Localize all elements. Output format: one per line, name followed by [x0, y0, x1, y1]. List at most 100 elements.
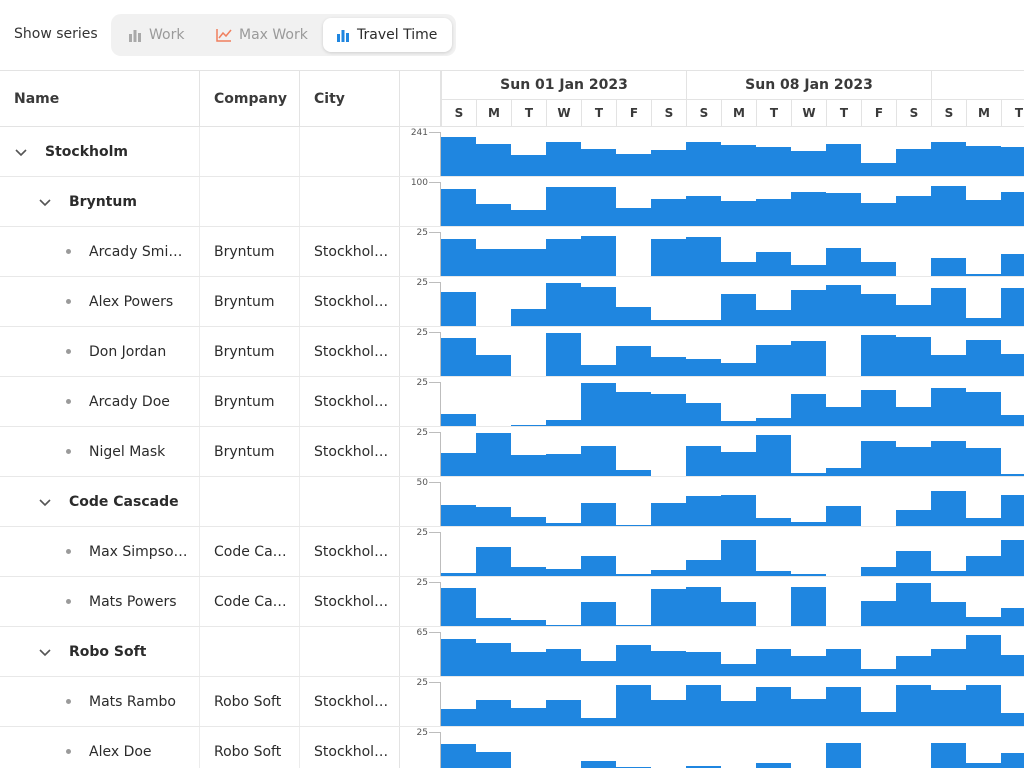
histogram-bar: [616, 346, 651, 376]
histogram-bar: [896, 305, 931, 326]
city-cell: [300, 177, 400, 226]
resource-row[interactable]: Alex Powers Bryntum Stockhol…: [0, 277, 400, 327]
histogram-bar: [966, 518, 1001, 526]
column-header-name[interactable]: Name: [0, 71, 200, 126]
line-chart-icon: [216, 28, 232, 42]
histogram-bar: [931, 355, 966, 376]
histogram-bar: [756, 435, 791, 476]
company-cell: [200, 627, 300, 676]
y-axis-max-label: 25: [417, 328, 428, 338]
city-cell: Stockhol…: [314, 743, 389, 760]
histogram-bar: [616, 392, 651, 426]
histogram-bar: [1001, 288, 1024, 326]
histogram-bar: [651, 150, 686, 176]
chevron-down-icon[interactable]: [38, 495, 52, 509]
city-cell: [300, 127, 400, 176]
histogram-bar: [511, 425, 546, 426]
histogram-bar: [686, 560, 721, 576]
company-cell: [200, 477, 300, 526]
bullet-icon: [66, 549, 71, 554]
histogram-bar: [896, 685, 931, 726]
group-row-code-cascade[interactable]: Code Cascade: [0, 477, 400, 527]
column-header-city[interactable]: City: [314, 90, 345, 107]
histogram-bar: [721, 421, 756, 426]
timeline-body: 241 100 25 25 25 25 25 50 25 25 65 25 25: [400, 127, 1024, 768]
histogram-bar: [441, 709, 476, 726]
histogram-bar: [546, 420, 581, 426]
histogram-bar: [511, 309, 546, 326]
name-cell: Nigel Mask: [0, 427, 200, 476]
resource-grid: Name Company City Stockholm Bryntum Arcady…: [0, 70, 400, 768]
column-header-company[interactable]: Company: [200, 71, 300, 126]
name-text: Arcady Smi…: [89, 243, 183, 260]
bullet-icon: [66, 299, 71, 304]
histogram-bar: [546, 700, 581, 726]
histogram-bar: [721, 664, 756, 676]
histogram-bar: [791, 394, 826, 426]
histogram-bar: [581, 383, 616, 426]
histogram-bar: [651, 320, 686, 326]
histogram-bar: [686, 652, 721, 676]
company-cell: Bryntum: [200, 377, 300, 426]
y-axis-max-label: 25: [417, 528, 428, 538]
resource-row[interactable]: Mats Rambo Robo Soft Stockhol…: [0, 677, 400, 727]
histogram-bar: [581, 556, 616, 576]
y-axis-max-label: 25: [417, 678, 428, 688]
histogram-bar: [651, 239, 686, 276]
resource-row[interactable]: Max Simpso… Code Ca… Stockhol…: [0, 527, 400, 577]
group-row-stockholm[interactable]: Stockholm: [0, 127, 400, 177]
group-row-bryntum[interactable]: Bryntum: [0, 177, 400, 227]
histogram-bar: [756, 649, 791, 676]
name-cell: Don Jordan: [0, 327, 200, 376]
histogram-bar: [721, 452, 756, 476]
travel-time-series-button[interactable]: Travel Time: [323, 18, 452, 52]
histogram-bar: [476, 355, 511, 376]
week-header: Sun 08 Jan 2023: [686, 71, 931, 99]
group-row-robo-soft[interactable]: Robo Soft: [0, 627, 400, 677]
histogram-bar: [896, 407, 931, 426]
histogram-bar: [476, 547, 511, 576]
city-cell: Stockhol…: [314, 593, 389, 610]
resource-row[interactable]: Mats Powers Code Ca… Stockhol…: [0, 577, 400, 627]
work-series-button[interactable]: Work: [117, 18, 199, 52]
resource-row[interactable]: Alex Doe Robo Soft Stockhol…: [0, 727, 400, 768]
histogram-bar: [511, 249, 546, 276]
histogram-bar: [791, 151, 826, 176]
chevron-down-icon[interactable]: [38, 195, 52, 209]
histogram-bar: [616, 574, 651, 576]
histogram-bar: [581, 287, 616, 326]
histogram-bar: [756, 571, 791, 576]
histogram-bar: [721, 602, 756, 626]
travel-time-series-label: Travel Time: [357, 27, 438, 43]
histogram-bar: [826, 407, 861, 426]
resource-row[interactable]: Don Jordan Bryntum Stockhol…: [0, 327, 400, 377]
histogram-bar: [756, 418, 791, 426]
histogram-bar: [686, 685, 721, 726]
day-header: F: [616, 99, 651, 126]
histogram-bar: [966, 340, 1001, 376]
resource-row[interactable]: Arcady Smi… Bryntum Stockhol…: [0, 227, 400, 277]
max-work-series-button[interactable]: Max Work: [207, 18, 315, 52]
work-series-label: Work: [149, 27, 185, 43]
histogram-bar: [791, 522, 826, 526]
resource-row[interactable]: Arcady Doe Bryntum Stockhol…: [0, 377, 400, 427]
histogram-bar: [546, 523, 581, 526]
histogram-bar: [931, 288, 966, 326]
resource-row[interactable]: Nigel Mask Bryntum Stockhol…: [0, 427, 400, 477]
city-cell: Stockhol…: [314, 693, 389, 710]
histogram-bar: [756, 345, 791, 376]
histogram-bar: [791, 265, 826, 276]
histogram-bar: [966, 617, 1001, 626]
histogram-bar: [896, 583, 931, 626]
histogram-bar: [966, 200, 1001, 226]
histogram-bar: [1001, 495, 1024, 526]
company-cell: Robo Soft: [200, 677, 300, 726]
histogram-bar: [616, 685, 651, 726]
histogram-bar: [966, 146, 1001, 176]
chevron-down-icon[interactable]: [14, 145, 28, 159]
chevron-down-icon[interactable]: [38, 645, 52, 659]
histogram-bar: [861, 203, 896, 226]
y-axis-max-label: 25: [417, 428, 428, 438]
histogram-bar: [791, 192, 826, 226]
histogram-bar: [546, 187, 581, 226]
